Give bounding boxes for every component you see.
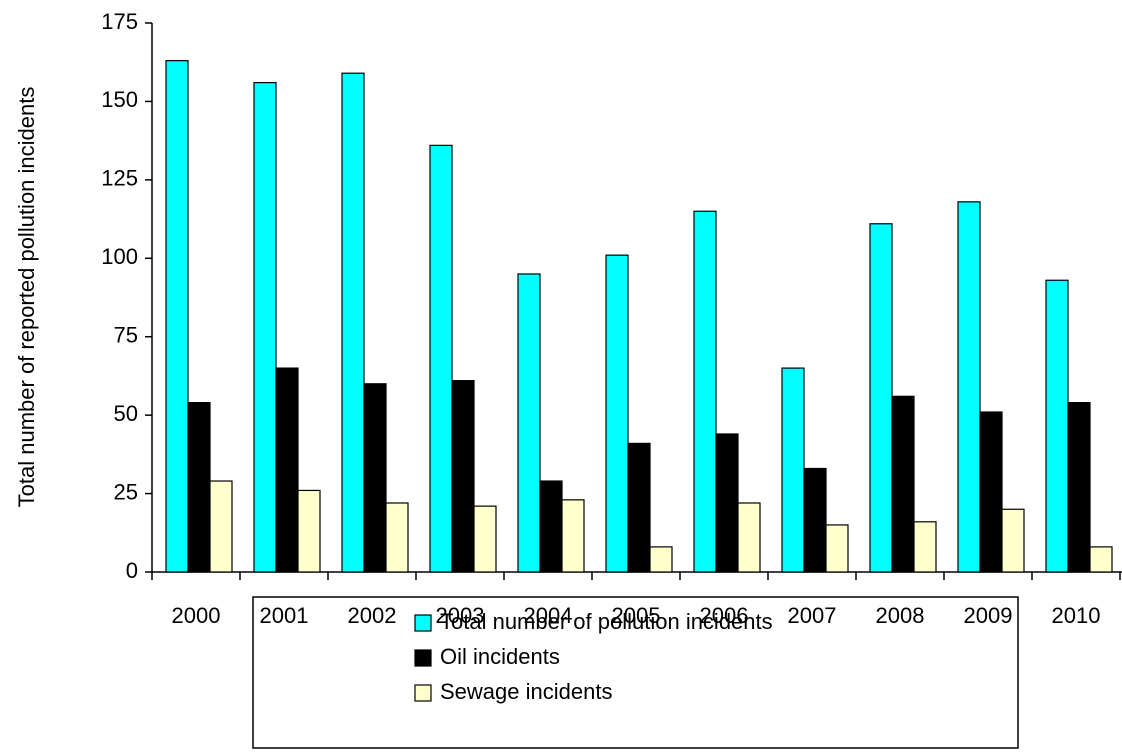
bar [297,489,321,573]
x-tick-label: 2005 [612,603,661,628]
bar [913,521,937,573]
legend-swatch [414,614,432,632]
bar [979,411,1003,573]
bar [561,499,585,573]
y-axis-title: Total number of reported pollution incid… [14,87,39,508]
x-tick-label: 2002 [348,603,397,628]
x-tick-label: 2010 [1052,603,1101,628]
y-tick-label: 125 [101,166,138,191]
y-tick-label: 0 [126,558,138,583]
legend-swatch [414,684,432,702]
y-tick-label: 75 [114,323,138,348]
bar [649,546,673,573]
bar [165,60,189,573]
bar [451,380,475,573]
legend-swatch [414,649,432,667]
bar [891,395,915,573]
bar [957,201,981,573]
legend-label: Oil incidents [440,644,560,669]
bar [187,401,211,573]
x-tick-label: 2001 [260,603,309,628]
y-tick-label: 25 [114,479,138,504]
bar [1067,401,1091,573]
bar [517,273,541,573]
bar [253,82,277,573]
x-tick-label: 2003 [436,603,485,628]
bar [869,223,893,573]
bar [1045,279,1069,573]
bar [385,502,409,573]
bar [803,467,827,573]
x-tick-label: 2008 [876,603,925,628]
legend-label: Sewage incidents [440,679,612,704]
bar [429,144,453,573]
bar [605,254,629,573]
x-tick-label: 2007 [788,603,837,628]
bar [825,524,849,573]
bar [715,433,739,573]
y-tick-label: 50 [114,401,138,426]
bar [209,480,233,573]
y-tick-label: 175 [101,9,138,34]
x-tick-label: 2000 [172,603,221,628]
legend-box [252,596,1019,749]
legend-label: Total number of pollution incidents [440,609,773,634]
bar [473,505,497,573]
y-tick-label: 150 [101,87,138,112]
bar [737,502,761,573]
bar [539,480,563,573]
bar [781,367,805,573]
x-tick-label: 2004 [524,603,573,628]
bar [1089,546,1113,573]
bar [1001,508,1025,573]
bar [275,367,299,573]
x-tick-label: 2006 [700,603,749,628]
y-tick-label: 100 [101,244,138,269]
bar [627,442,651,573]
x-tick-label: 2009 [964,603,1013,628]
bar [363,383,387,573]
bar [341,72,365,573]
bar [693,210,717,573]
